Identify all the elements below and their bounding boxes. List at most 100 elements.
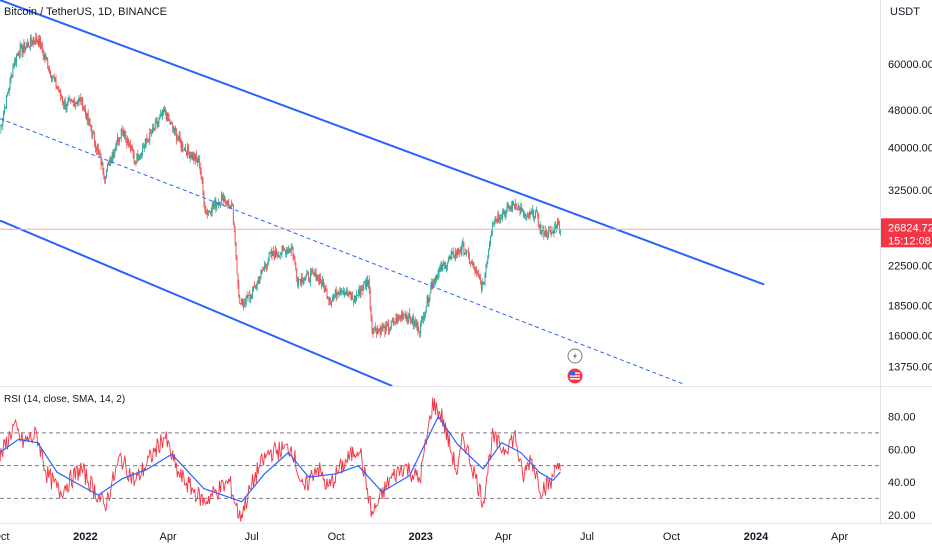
candle[interactable] [249, 290, 251, 304]
candle-body[interactable] [253, 285, 255, 288]
candle[interactable] [417, 321, 419, 336]
candle[interactable] [316, 274, 318, 282]
candle-body[interactable] [137, 153, 139, 161]
candle[interactable] [492, 222, 494, 226]
candle-body[interactable] [247, 295, 249, 298]
candle[interactable] [267, 257, 269, 266]
candle[interactable] [186, 150, 187, 157]
candle[interactable] [104, 175, 106, 185]
candle[interactable] [197, 157, 198, 167]
candle[interactable] [17, 52, 18, 57]
candle[interactable] [297, 276, 299, 288]
candle-body[interactable] [159, 116, 161, 120]
candle-body[interactable] [354, 295, 356, 303]
candle[interactable] [278, 255, 280, 258]
candle[interactable] [512, 200, 514, 213]
candle[interactable] [115, 142, 117, 152]
candle[interactable] [495, 216, 497, 223]
candle[interactable] [317, 274, 319, 282]
candle[interactable] [282, 244, 284, 252]
candle-body[interactable] [547, 229, 549, 237]
candle-body[interactable] [128, 139, 130, 145]
candle-body[interactable] [19, 45, 21, 55]
candle-body[interactable] [66, 102, 68, 108]
candle[interactable] [153, 127, 155, 132]
candle[interactable] [285, 249, 287, 258]
candle[interactable] [508, 204, 510, 212]
candle-body[interactable] [228, 200, 230, 205]
candle[interactable] [520, 202, 522, 215]
candle[interactable] [127, 135, 129, 146]
candle-body[interactable] [245, 295, 247, 305]
candle-body[interactable] [61, 95, 62, 99]
candle[interactable] [203, 190, 205, 208]
candle-body[interactable] [270, 251, 272, 254]
candle[interactable] [125, 130, 127, 143]
candle-body[interactable] [491, 224, 493, 231]
candle-body[interactable] [346, 290, 348, 295]
candle[interactable] [103, 167, 105, 180]
candle[interactable] [322, 278, 324, 289]
candle[interactable] [295, 261, 297, 271]
candle-body[interactable] [409, 312, 411, 318]
candle[interactable] [400, 314, 401, 323]
candle[interactable] [23, 39, 25, 54]
candle-body[interactable] [100, 155, 102, 166]
candle[interactable] [19, 41, 21, 59]
candle-body[interactable] [358, 288, 360, 295]
candle[interactable] [136, 153, 138, 164]
candle[interactable] [163, 107, 164, 116]
candle-body[interactable] [211, 204, 213, 213]
candle[interactable] [478, 269, 480, 278]
candle[interactable] [237, 273, 239, 290]
candle-body[interactable] [558, 224, 560, 233]
candle-body[interactable] [338, 292, 340, 295]
candle-body[interactable] [182, 143, 184, 151]
candle-body[interactable] [559, 229, 561, 233]
candle[interactable] [149, 127, 151, 146]
candle[interactable] [457, 247, 459, 255]
candle[interactable] [555, 220, 557, 230]
candle-body[interactable] [143, 146, 145, 148]
candle-body[interactable] [326, 289, 328, 299]
candle-body[interactable] [153, 128, 155, 130]
candle[interactable] [310, 267, 311, 287]
candle[interactable] [399, 314, 401, 321]
candle[interactable] [50, 74, 52, 83]
candle-body[interactable] [466, 251, 468, 255]
candle[interactable] [131, 144, 133, 152]
candle[interactable] [332, 294, 333, 302]
candle-body[interactable] [472, 264, 474, 265]
candle-body[interactable] [136, 153, 138, 164]
candle[interactable] [505, 209, 507, 218]
candle[interactable] [477, 270, 479, 276]
candle[interactable] [73, 98, 74, 107]
candle-body[interactable] [558, 221, 559, 225]
candle[interactable] [170, 121, 172, 126]
candle[interactable] [35, 32, 37, 46]
candle[interactable] [405, 313, 407, 322]
candle[interactable] [288, 247, 290, 254]
candle-body[interactable] [208, 210, 210, 212]
candle[interactable] [382, 323, 384, 332]
candle-body[interactable] [111, 157, 113, 163]
candle[interactable] [324, 285, 326, 293]
candle[interactable] [112, 148, 114, 162]
candle[interactable] [206, 209, 208, 216]
candle[interactable] [132, 148, 134, 159]
candle-body[interactable] [457, 248, 459, 253]
candle[interactable] [0, 124, 2, 134]
candle-body[interactable] [170, 122, 172, 125]
candle[interactable] [269, 252, 271, 254]
candle[interactable] [558, 218, 559, 226]
candle[interactable] [119, 137, 121, 139]
candle-body[interactable] [317, 275, 319, 277]
candle[interactable] [378, 328, 380, 332]
candle-body[interactable] [515, 203, 517, 210]
candle[interactable] [496, 218, 498, 225]
candle-body[interactable] [304, 278, 306, 280]
candle-body[interactable] [248, 295, 250, 296]
candle-body[interactable] [318, 275, 320, 283]
candle[interactable] [409, 307, 411, 319]
candle[interactable] [340, 287, 342, 296]
